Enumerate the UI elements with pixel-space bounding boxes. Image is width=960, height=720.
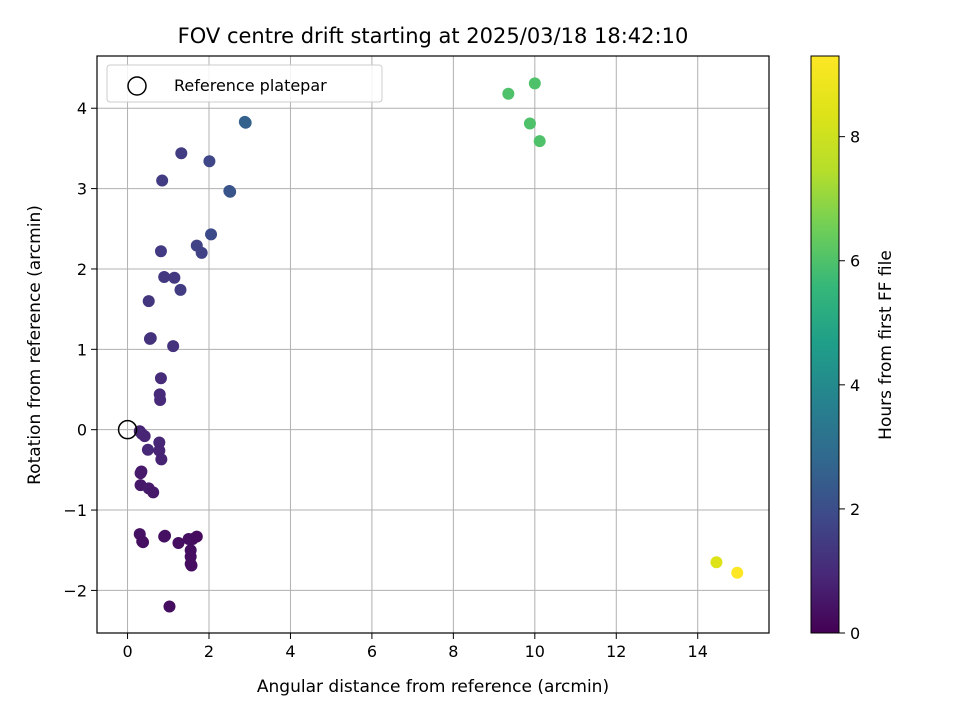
data-point bbox=[174, 283, 187, 296]
chart-title: FOV centre drift starting at 2025/03/18 … bbox=[178, 24, 689, 48]
data-point bbox=[154, 372, 167, 385]
data-point bbox=[144, 332, 157, 345]
data-point bbox=[195, 246, 208, 259]
data-point bbox=[175, 147, 188, 160]
x-tick-label: 2 bbox=[204, 642, 214, 661]
x-tick-label: 14 bbox=[688, 642, 708, 661]
data-point bbox=[138, 430, 151, 443]
legend-box bbox=[106, 64, 383, 103]
data-point bbox=[154, 245, 167, 258]
y-tick-label: 0 bbox=[77, 421, 87, 440]
data-point bbox=[172, 536, 185, 549]
y-tick-label: −2 bbox=[63, 581, 87, 600]
y-axis-ticks: −2 −1 0 1 2 3 4 bbox=[63, 99, 97, 600]
x-tick-label: 12 bbox=[606, 642, 626, 661]
y-tick-label: 1 bbox=[77, 340, 87, 359]
colorbar-title: Hours from first FF file bbox=[876, 250, 896, 440]
colorbar-tick-label: 4 bbox=[850, 376, 860, 395]
data-point bbox=[136, 535, 149, 548]
colorbar-gradient bbox=[810, 55, 840, 634]
data-point bbox=[239, 116, 252, 129]
colorbar-tick-label: 2 bbox=[850, 500, 860, 519]
data-point bbox=[141, 443, 154, 456]
legend: Reference platepar bbox=[106, 64, 383, 103]
grid-lines bbox=[97, 56, 769, 633]
y-tick-label: 2 bbox=[77, 260, 87, 279]
data-point bbox=[190, 530, 203, 543]
colorbar-tick-label: 6 bbox=[850, 252, 860, 271]
data-point bbox=[163, 600, 176, 613]
legend-label: Reference platepar bbox=[174, 76, 327, 95]
plot-frame bbox=[96, 55, 770, 634]
x-tick-label: 6 bbox=[367, 642, 377, 661]
legend-marker bbox=[127, 76, 147, 96]
y-tick-label: −1 bbox=[63, 501, 87, 520]
colorbar-tick-label: 8 bbox=[850, 128, 860, 147]
x-axis-ticks: 0 2 4 6 8 10 12 14 bbox=[122, 633, 708, 661]
data-point bbox=[533, 135, 546, 148]
x-tick-label: 8 bbox=[448, 642, 458, 661]
colorbar-tick-label: 0 bbox=[850, 624, 860, 643]
x-tick-label: 10 bbox=[525, 642, 545, 661]
data-point bbox=[167, 340, 180, 353]
colorbar-ticks: 0 2 4 6 8 bbox=[839, 128, 860, 643]
data-point bbox=[185, 559, 198, 572]
data-point bbox=[731, 566, 744, 579]
data-point bbox=[153, 388, 166, 401]
data-point bbox=[158, 270, 171, 283]
y-tick-label: 3 bbox=[77, 180, 87, 199]
x-axis-title: Angular distance from reference (arcmin) bbox=[257, 677, 609, 697]
y-axis-title: Rotation from reference (arcmin) bbox=[25, 205, 45, 485]
data-point bbox=[134, 467, 147, 480]
data-point bbox=[224, 185, 237, 198]
data-point bbox=[142, 295, 155, 308]
data-point bbox=[502, 87, 515, 100]
data-point bbox=[205, 228, 218, 241]
data-point bbox=[710, 556, 723, 569]
data-point bbox=[156, 174, 169, 187]
reference-point-marker bbox=[117, 419, 138, 440]
data-points bbox=[133, 77, 744, 613]
data-point bbox=[155, 453, 168, 466]
data-point bbox=[523, 117, 536, 130]
data-point bbox=[203, 155, 216, 168]
data-point bbox=[528, 77, 541, 90]
data-point bbox=[158, 530, 171, 543]
y-tick-label: 4 bbox=[77, 99, 87, 118]
x-tick-label: 0 bbox=[122, 642, 132, 661]
x-tick-label: 4 bbox=[285, 642, 295, 661]
data-point bbox=[168, 271, 181, 284]
colorbar: 0 2 4 6 8 Hours from first FF file bbox=[810, 55, 896, 643]
data-point bbox=[147, 486, 160, 499]
